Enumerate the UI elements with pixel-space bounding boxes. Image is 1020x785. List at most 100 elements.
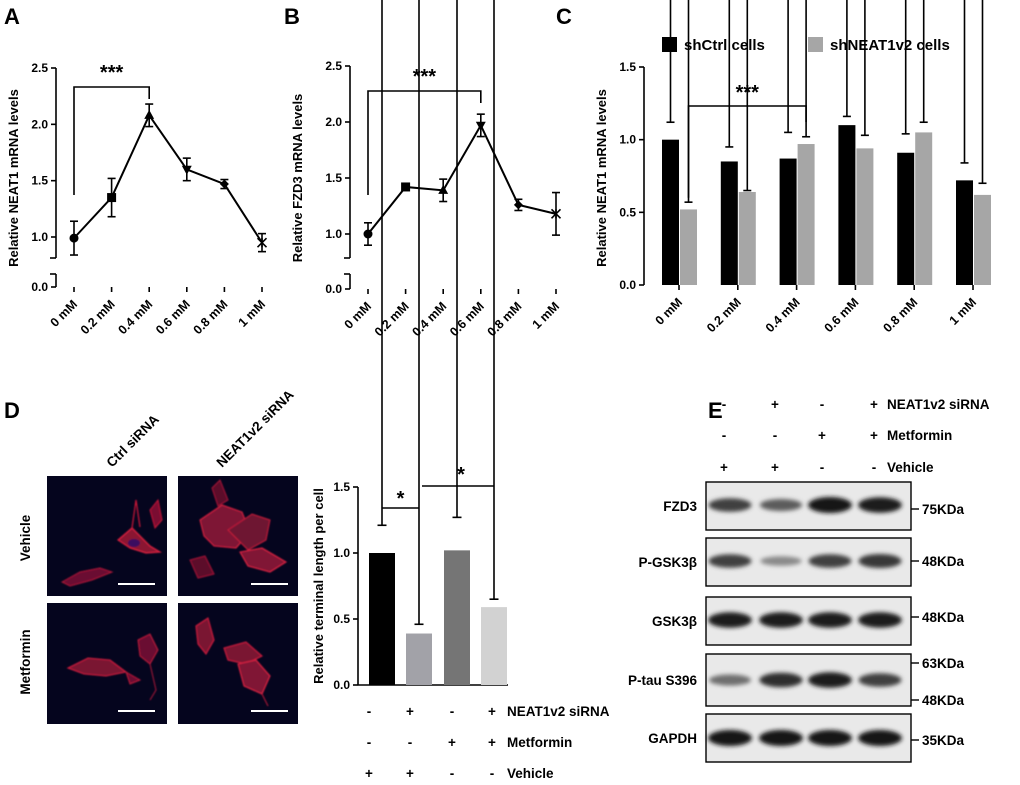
cells-metformin-neat1v2 (195, 617, 271, 707)
x-tick-label: 0.4 mM (115, 297, 155, 337)
blot-band (808, 672, 852, 688)
x-tick-label: 0.8 mM (191, 297, 231, 337)
blot-band (858, 612, 902, 628)
microscopy-grid: Ctrl siRNA NEAT1v2 siRNA Vehicle Metform… (18, 387, 298, 724)
bar (481, 607, 507, 685)
blot-condition-mark: - (872, 460, 877, 475)
x-tick-label: 0.8 mM (485, 299, 525, 339)
significance-bracket (687, 105, 807, 198)
y-tick-label: 1.0 (619, 133, 636, 147)
data-point-diamond (513, 200, 523, 210)
x-tick-label: 1 mM (947, 295, 979, 327)
y-tick-label: 1.5 (325, 171, 342, 185)
x-tick-label: 0.6 mM (153, 297, 193, 337)
y-tick-label: 0.0 (325, 282, 342, 296)
y-tick-label: 2.0 (31, 117, 48, 131)
y-tick-label: 1.0 (333, 546, 350, 560)
condition-mark: - (450, 704, 455, 719)
bar-shctrl (956, 180, 973, 285)
western-blot-e: - + - + NEAT1v2 siRNA- - + + Metformin+ + - - Vehicl… (628, 397, 990, 763)
cells-vehicle-neat1v2 (189, 479, 288, 579)
blot-band (858, 554, 902, 568)
panel-letter-b: B (284, 4, 300, 29)
data-point-square (107, 193, 117, 203)
bar-shctrl (838, 125, 856, 285)
data-line (367, 123, 557, 235)
condition-mark: + (406, 766, 414, 781)
blot-band (759, 672, 803, 688)
data-point-diamond (219, 179, 229, 189)
x-tick-label: 0 mM (653, 295, 685, 327)
blot-condition-label: Vehicle (887, 460, 934, 475)
bar-shneat1v2 (856, 148, 874, 285)
blot-band (708, 612, 752, 628)
mw-marker-label: 35KDa (922, 733, 965, 748)
panel-letter-c: C (556, 4, 572, 29)
x-tick-label: 0.2 mM (704, 295, 744, 335)
condition-mark: - (367, 704, 372, 719)
condition-mark: - (450, 766, 455, 781)
data-point-star (256, 237, 268, 248)
bar (406, 633, 432, 685)
y-tick-label: 1.5 (31, 174, 48, 188)
bar-shneat1v2 (738, 191, 756, 285)
blot-condition-mark: + (771, 460, 779, 475)
blot-band (759, 730, 803, 746)
significance-label: *** (413, 66, 437, 88)
line-chart-a: 0.0 1.0 1.5 2.0 2.5 0 mM0.2 mM0.4 mM0.6 mM0.8… (6, 61, 268, 337)
x-tick-label: 0.4 mM (409, 299, 449, 339)
bar-chart-d: 0.0 0.5 1.0 1.5 Relative terminal length per… (311, 0, 610, 781)
x-tick-label: 0.2 mM (78, 297, 118, 337)
legend: shCtrl cells shNEAT1v2 cells (662, 37, 950, 54)
blot-band (759, 499, 803, 511)
blot-band (858, 730, 902, 746)
mw-marker-label: 75KDa (922, 502, 965, 517)
blot-band (858, 673, 902, 687)
panel-letter-e: E (708, 398, 723, 423)
x-tick-label: 0 mM (48, 297, 80, 329)
bar (369, 553, 395, 685)
blot-condition-mark: + (870, 428, 878, 443)
y-tick-label: 1.5 (619, 60, 636, 74)
y-tick-label: 2.5 (31, 61, 48, 75)
x-tick-label: 0 mM (342, 299, 374, 331)
mw-marker-label: 48KDa (922, 693, 965, 708)
blot-condition-mark: - (722, 397, 727, 412)
y-tick-label: 0.5 (619, 205, 636, 219)
blot-row-label: GSK3β (652, 614, 697, 629)
condition-label: NEAT1v2 siRNA (507, 704, 610, 719)
blot-band (708, 554, 752, 568)
data-point-triangle-up (438, 184, 449, 194)
blot-condition-mark: - (773, 428, 778, 443)
blot-condition-mark: - (820, 460, 825, 475)
legend-label-shctrl: shCtrl cells (684, 37, 765, 54)
data-point-square (401, 182, 411, 192)
significance-label: * (397, 488, 405, 510)
x-tick-label: 0.2 mM (372, 299, 412, 339)
y-tick-label: 0.0 (619, 278, 636, 292)
y-tick-label: 0.0 (333, 678, 350, 692)
blot-condition-mark: - (820, 397, 825, 412)
image-row-label-metformin: Metformin (18, 629, 33, 694)
significance-label: *** (736, 82, 760, 104)
blot-condition-mark: - (722, 428, 727, 443)
y-axis-label: Relative NEAT1 mRNA levels (6, 89, 21, 267)
blot-row-label: P-GSK3β (638, 555, 697, 570)
condition-mark: + (448, 735, 456, 750)
blot-band (808, 612, 852, 628)
bar-shctrl (897, 152, 915, 285)
image-row-label-vehicle: Vehicle (18, 514, 33, 561)
data-point-triangle-down (181, 165, 192, 175)
bar-shctrl (662, 139, 679, 285)
y-tick-label: 2.0 (325, 115, 342, 129)
mw-marker-label: 63KDa (922, 656, 965, 671)
bar (444, 550, 470, 685)
line-chart-b: 0.0 1.0 1.5 2.0 2.5 0 mM0.2 mM0.4 mM0.6 mM0.8… (290, 59, 562, 339)
condition-mark: - (408, 735, 413, 750)
blot-band (760, 556, 802, 566)
image-col-label-neat1v2: NEAT1v2 siRNA (214, 387, 297, 470)
y-axis-label: Relative FZD3 mRNA levels (290, 94, 305, 263)
cells-metformin-ctrl (66, 633, 159, 701)
data-line (73, 113, 263, 244)
